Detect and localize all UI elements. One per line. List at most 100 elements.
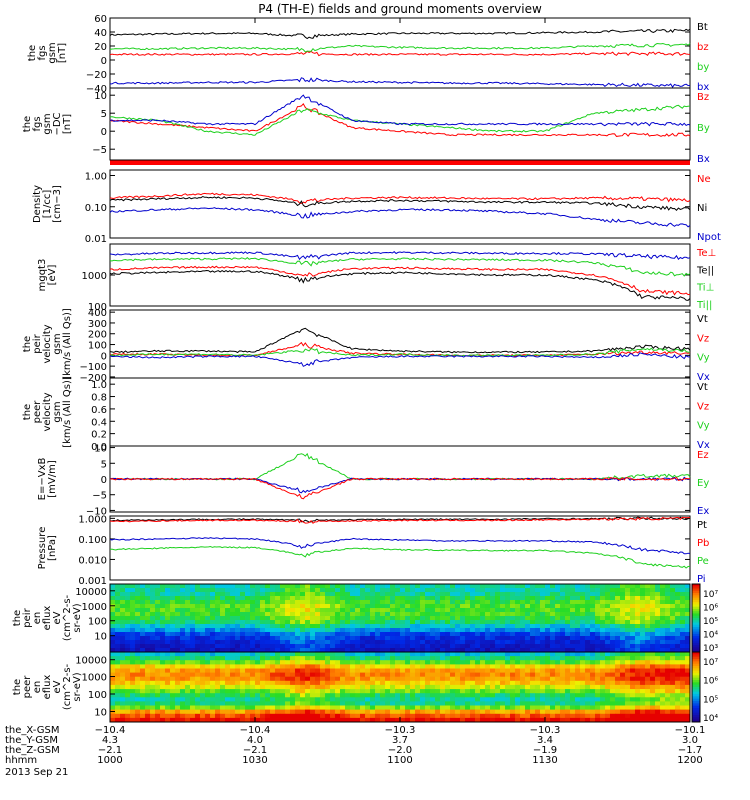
heatmap-cell <box>245 672 251 678</box>
heatmap-cell <box>210 640 216 645</box>
heatmap-cell <box>520 676 526 682</box>
heatmap-cell <box>230 680 236 686</box>
heatmap-cell <box>505 648 511 653</box>
heatmap-cell <box>220 592 226 597</box>
y-tick-label: 0.8 <box>91 393 107 404</box>
heatmap-cell <box>620 664 626 669</box>
heatmap-cell <box>280 689 286 694</box>
heatmap-cell <box>615 701 621 706</box>
heatmap-cell <box>635 592 641 597</box>
heatmap-cell <box>215 668 221 673</box>
heatmap-cell <box>315 608 321 613</box>
heatmap-cell <box>610 680 616 686</box>
heatmap-cell <box>465 632 471 637</box>
heatmap-cell <box>260 632 266 637</box>
heatmap-cell <box>615 705 621 710</box>
heatmap-cell <box>245 709 251 715</box>
heatmap-cell <box>370 628 376 633</box>
heatmap-cell <box>515 652 521 657</box>
heatmap-cell <box>305 600 311 605</box>
heatmap-cell <box>560 660 566 665</box>
ylabel-line: E=−VxB <box>37 458 48 501</box>
heatmap-cell <box>180 608 186 613</box>
plot-date: 2013 Sep 21 <box>5 767 68 778</box>
heatmap-cell <box>155 592 161 597</box>
heatmap-cell <box>220 648 226 653</box>
heatmap-cell <box>205 600 211 605</box>
heatmap-cell <box>525 684 531 690</box>
heatmap-cell <box>335 684 341 690</box>
heatmap-cell <box>505 596 511 601</box>
heatmap-cell <box>325 684 331 690</box>
legend-entry: Ey <box>697 478 709 489</box>
heatmap-cell <box>410 616 416 621</box>
heatmap-cell <box>155 656 161 661</box>
heatmap-cell <box>270 640 276 645</box>
heatmap-cell <box>305 608 311 613</box>
heatmap-cell <box>560 664 566 669</box>
heatmap-cell <box>220 713 226 719</box>
heatmap-cell <box>285 709 291 715</box>
legend-entry: by <box>697 62 709 73</box>
heatmap-cell <box>480 668 486 673</box>
heatmap-cell <box>295 693 301 698</box>
heatmap-cell <box>460 616 466 621</box>
heatmap-cell <box>300 701 306 706</box>
heatmap-cell <box>390 636 396 641</box>
heatmap-cell <box>415 660 421 665</box>
heatmap-cell <box>510 709 516 715</box>
heatmap-cell <box>145 684 151 690</box>
heatmap-cell <box>330 689 336 694</box>
heatmap-cell <box>410 672 416 678</box>
heatmap-cell <box>360 684 366 690</box>
heatmap-cell <box>280 717 286 723</box>
heatmap-cell <box>370 684 376 690</box>
heatmap-cell <box>205 648 211 653</box>
heatmap-cell <box>620 697 626 702</box>
heatmap-cell <box>535 592 541 597</box>
heatmap-cell <box>510 676 516 682</box>
heatmap-cell <box>195 636 201 641</box>
heatmap-cell <box>485 640 491 645</box>
heatmap-cell <box>240 612 246 617</box>
heatmap-cell <box>305 709 311 715</box>
series-line-fgs-gsm-2 <box>109 42 691 53</box>
heatmap-cell <box>240 640 246 645</box>
heatmap-cell <box>240 697 246 702</box>
heatmap-cell <box>630 676 636 682</box>
heatmap-cell <box>265 705 271 710</box>
y-tick-label: 1.00 <box>85 172 107 183</box>
heatmap-cell <box>550 636 556 641</box>
heatmap-cell <box>675 620 681 625</box>
heatmap-cell <box>130 656 136 661</box>
heatmap-cell <box>495 612 501 617</box>
heatmap-cell <box>130 640 136 645</box>
xaxis-row-value: −2.0 <box>388 745 412 756</box>
heatmap-cell <box>350 600 356 605</box>
heatmap-cell <box>170 693 176 698</box>
y-tick-label: 0.001 <box>78 576 107 587</box>
heatmap-cell <box>570 592 576 597</box>
heatmap-cell <box>480 632 486 637</box>
heatmap-cell <box>245 664 251 669</box>
heatmap-cell <box>645 604 651 609</box>
heatmap-cell <box>440 705 446 710</box>
heatmap-cell <box>660 632 666 637</box>
heatmap-cell <box>675 584 681 589</box>
heatmap-cell <box>480 672 486 678</box>
heatmap-cell <box>320 608 326 613</box>
ylabel-line: [mV/m] <box>47 460 58 498</box>
heatmap-cell <box>185 676 191 682</box>
heatmap-cell <box>135 656 141 661</box>
heatmap-cell <box>345 588 351 593</box>
heatmap-cell <box>125 680 131 686</box>
heatmap-cell <box>175 693 181 698</box>
heatmap-cell <box>200 612 206 617</box>
heatmap-cell <box>435 652 441 657</box>
heatmap-cell <box>365 608 371 613</box>
heatmap-cell <box>490 624 496 629</box>
heatmap-cell <box>200 644 206 649</box>
heatmap-cell <box>345 680 351 686</box>
heatmap-cell <box>255 612 261 617</box>
heatmap-cell <box>425 664 431 669</box>
